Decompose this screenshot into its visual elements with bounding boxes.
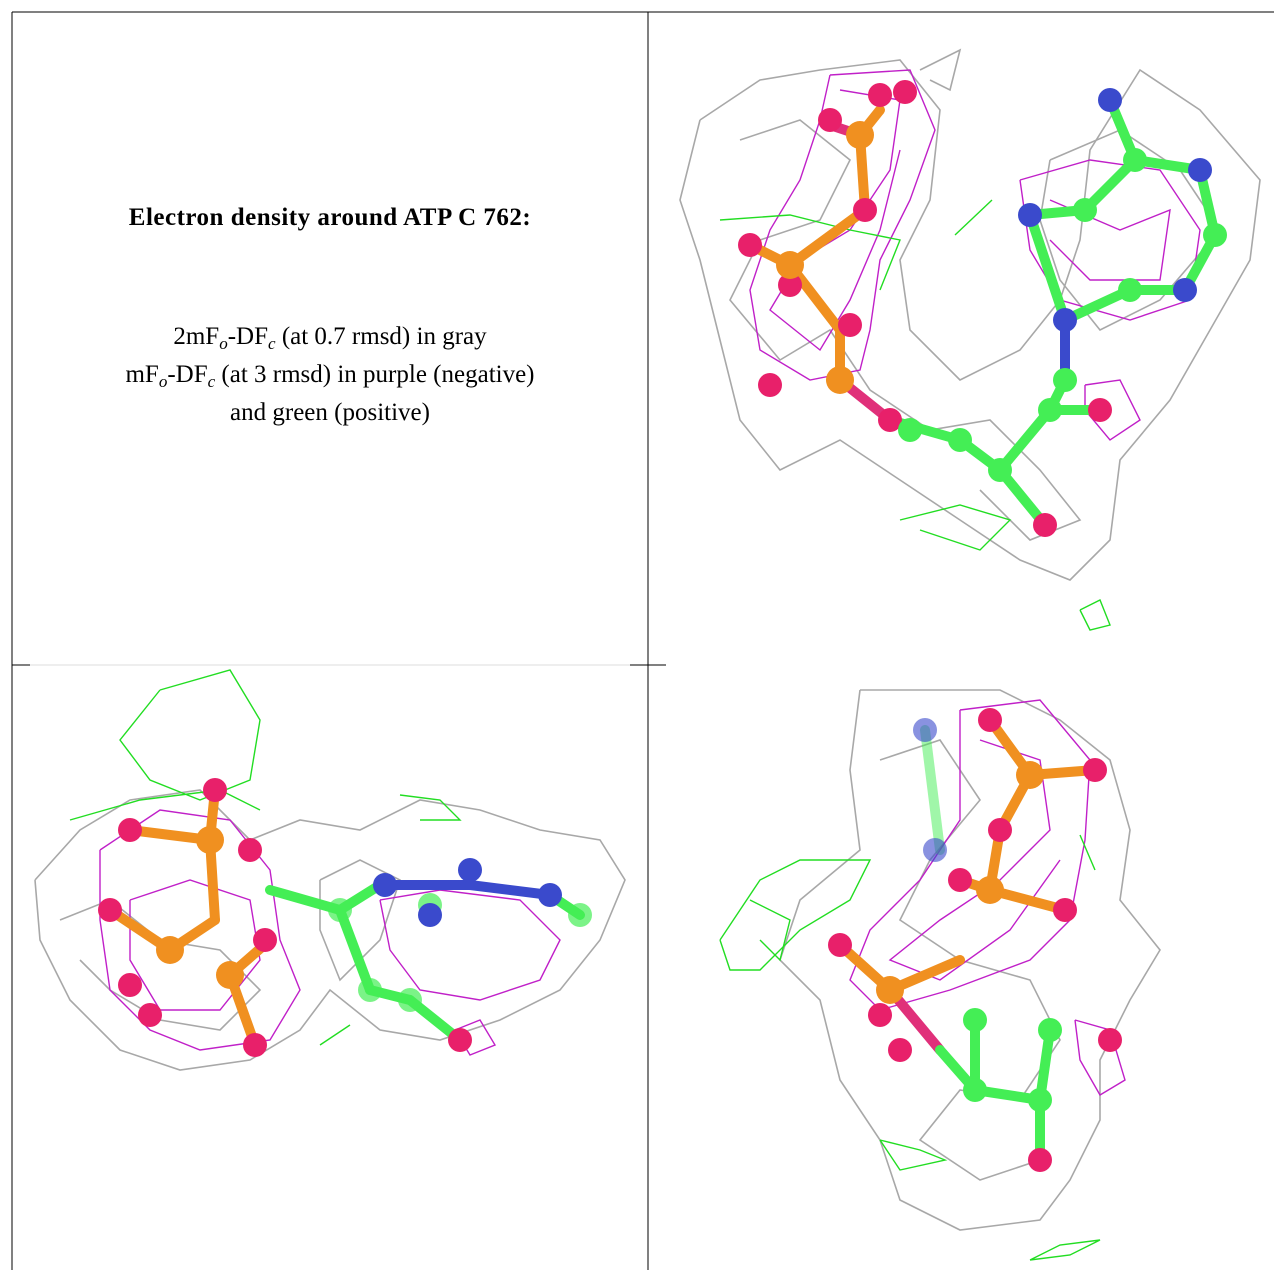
map-legend: 2mFo-DFc (at 0.7 rmsd) in gray mFo-DFc (a… xyxy=(12,318,648,432)
legend-line: and green (positive) xyxy=(12,394,648,432)
subscript: c xyxy=(268,334,276,353)
legend-text: (at 0.7 rmsd) in gray xyxy=(275,323,487,350)
legend-text: 2mF xyxy=(173,323,220,350)
legend-text: -DF xyxy=(227,323,269,350)
legend-text: and green (positive) xyxy=(230,399,430,426)
legend-text: mF xyxy=(125,361,159,388)
legend-line: mFo-DFc (at 3 rmsd) in purple (negative) xyxy=(12,356,648,394)
legend-text: -DF xyxy=(167,361,208,388)
molecule-view-2 xyxy=(34,669,626,1071)
panel-frame xyxy=(11,11,1274,1270)
molecule-view-3 xyxy=(719,689,1161,1261)
subscript: c xyxy=(207,372,216,391)
panel-title: Electron density around ATP C 762: xyxy=(128,204,532,231)
legend-text: (at 3 rmsd) in purple (negative) xyxy=(215,361,535,388)
legend-line: 2mFo-DFc (at 0.7 rmsd) in gray xyxy=(12,318,648,356)
subscript: o xyxy=(158,372,168,391)
molecule-view-1 xyxy=(679,48,1261,631)
subscript: o xyxy=(219,334,228,353)
